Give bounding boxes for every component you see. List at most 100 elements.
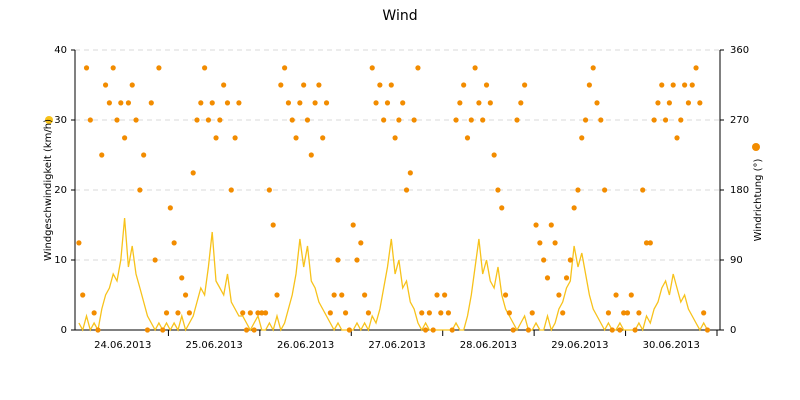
direction-point [99,152,105,158]
direction-point [518,100,524,106]
direction-point [133,117,139,123]
direction-point [167,205,173,211]
direction-point [342,310,349,316]
direction-point [552,240,558,246]
direction-point [129,82,135,88]
direction-point [388,82,394,88]
direction-point [274,292,280,298]
direction-point [445,310,452,316]
direction-point [76,240,82,246]
direction-point [377,82,383,88]
direction-point [175,310,181,316]
direction-point [411,117,417,123]
direction-point [640,187,646,193]
direction-point [141,152,147,158]
direction-point [472,65,478,71]
direction-point [278,82,284,88]
direction-point [457,100,463,106]
direction-point [125,100,132,106]
direction-point [502,292,509,298]
direction-point [655,100,661,106]
direction-point [392,135,398,141]
direction-point [403,187,410,193]
direction-point [320,135,326,141]
direction-point [301,82,307,88]
direction-point [426,310,432,316]
direction-point [243,327,250,333]
direction-point [666,100,672,106]
direction-point [430,327,436,333]
direction-point [533,222,539,228]
direction-point [560,310,566,316]
direction-point [190,170,196,176]
direction-point [384,100,391,106]
direction-point [228,187,234,193]
direction-point [358,240,364,246]
direction-point [468,117,474,123]
direction-point [182,292,189,298]
direction-point [396,117,402,123]
direction-point [419,310,425,316]
y2-tick-label: 360 [730,45,749,56]
direction-point [87,117,93,123]
direction-point [704,327,711,333]
direction-point [438,310,444,316]
direction-point [202,65,208,71]
direction-point [659,82,665,88]
direction-point [122,135,128,141]
y-tick-label: 30 [54,115,67,126]
direction-point [628,292,634,298]
direction-point [262,310,269,316]
direction-point [308,152,314,158]
direction-point [514,117,520,123]
direction-point [506,310,512,316]
direction-point [602,187,608,193]
direction-point [316,82,322,88]
direction-point [579,135,585,141]
direction-point [270,222,276,228]
direction-point [487,100,493,106]
direction-point [224,100,231,106]
direction-point [221,82,227,88]
x-tick-label: 29.06.2013 [551,340,608,351]
direction-point [194,117,200,123]
legend-dot [752,143,760,151]
direction-point [483,82,490,88]
direction-point [624,310,631,316]
x-tick-label: 25.06.2013 [186,340,243,351]
direction-point [179,275,185,281]
direction-point [461,82,467,88]
direction-point [678,117,684,123]
direction-point [571,205,577,211]
direction-point [662,117,669,123]
direction-point [160,327,166,333]
direction-point [118,100,124,106]
direction-point [327,310,333,316]
direction-point [323,100,330,106]
direction-point [144,327,151,333]
direction-point [362,292,368,298]
direction-point [114,117,120,123]
direction-point [605,310,612,316]
direction-point [80,292,86,298]
direction-point [525,327,532,333]
direction-point [102,82,109,88]
direction-point [407,170,413,176]
direction-point [522,82,528,88]
direction-point [247,310,253,316]
y-tick-label: 20 [54,185,67,196]
speed-line [78,217,709,332]
direction-point [186,310,192,316]
direction-point [232,135,238,141]
direction-point [586,82,592,88]
direction-point [266,187,272,193]
direction-point [453,117,459,123]
x-tick-label: 26.06.2013 [277,340,334,351]
direction-point [236,100,242,106]
y2-tick-label: 180 [730,185,749,196]
direction-point [670,82,676,88]
direction-point [282,65,288,71]
direction-point [304,117,311,123]
direction-point [422,327,429,333]
direction-point [335,257,341,263]
